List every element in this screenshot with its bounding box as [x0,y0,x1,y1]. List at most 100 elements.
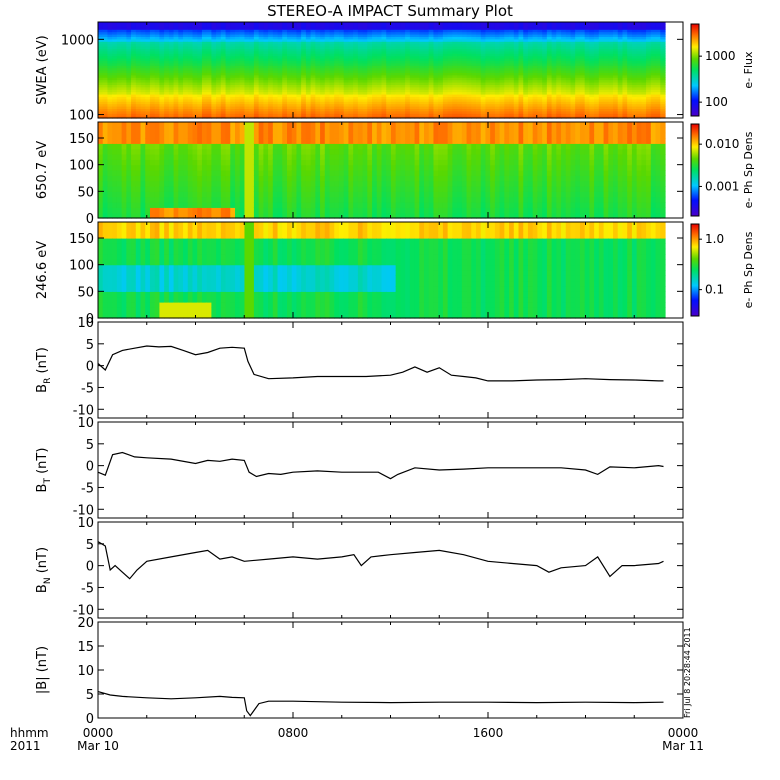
heatmap-cell [98,48,104,52]
heatmap-cell [518,55,524,59]
heatmap-cell [480,86,487,90]
heatmap-cell [504,110,510,114]
heatmap-cell [348,67,354,71]
heatmap-cell [338,94,345,97]
heatmap-cell [650,74,657,78]
heatmap-cell [140,86,146,90]
heatmap-cell [173,67,179,71]
heatmap-cell [192,24,198,28]
heatmap-cell [154,41,161,45]
heatmap-cell [126,186,132,192]
heatmap-cell [334,62,340,66]
heatmap-cell [102,164,109,171]
heatmap-cell [617,77,624,81]
heatmap-cell [485,43,491,47]
heatmap-cell [386,108,392,112]
heatmap-cell [220,50,227,54]
heatmap-cell [282,70,288,73]
heatmap-cell [183,22,189,25]
heatmap-cell [107,55,113,59]
heatmap-cell [277,108,283,112]
heatmap-cell [386,86,392,90]
heatmap-cell [225,89,231,93]
heatmap-cell [646,79,652,83]
heatmap-cell [428,72,435,76]
heatmap-cell [594,77,600,81]
heatmap-cell [551,31,557,35]
heatmap-cell [249,91,255,95]
heatmap-cell [334,24,340,28]
heatmap-cell [490,96,496,100]
heatmap-cell [291,108,298,112]
heatmap-cell [211,70,217,73]
heatmap-cell [424,62,430,66]
heatmap-cell [584,74,590,78]
heatmap-cell [310,41,316,45]
heatmap-cell [291,55,298,59]
heatmap-cell [272,79,279,83]
heatmap-cell [400,43,406,47]
heatmap-cell [334,38,340,42]
heatmap-cell [324,24,331,28]
heatmap-cell [372,86,378,90]
heatmap-cell [442,82,449,85]
heatmap-cell [343,43,350,47]
heatmap-cell [272,96,279,100]
heatmap-cell [428,77,435,81]
heatmap-cell [211,31,217,35]
heatmap-cell [197,22,203,25]
heatmap-cell [206,53,212,57]
heatmap-cell [324,60,331,64]
heatmap-cell [287,60,293,64]
heatmap-cell [457,113,463,117]
heatmap-cell [253,65,260,69]
heatmap-cell [598,67,605,71]
heatmap-cell [499,89,505,93]
heatmap-cell [116,180,123,187]
heatmap-cell [424,96,430,100]
heatmap-cell [494,89,501,93]
heatmap-cell [282,77,288,81]
heatmap-cell [641,50,647,54]
heatmap-cell [201,110,208,114]
heatmap-cell [457,94,463,97]
heatmap-cell [523,106,529,109]
heatmap-cell [164,110,170,114]
heatmap-cell [442,41,449,45]
heatmap-cell [178,79,184,83]
heatmap-cell [650,98,657,102]
heatmap-cell [145,48,151,52]
heatmap-cell [376,67,383,71]
heatmap-cell [655,74,661,78]
heatmap-cell [112,72,118,76]
heatmap-cell [320,24,326,28]
heatmap-cell [523,34,529,37]
heatmap-cell [400,98,406,102]
heatmap-cell [584,46,590,49]
heatmap-cell [197,86,203,90]
heatmap-cell [603,26,609,30]
heatmap-cell [603,43,609,47]
heatmap-cell [173,77,179,81]
heatmap-cell [603,38,609,42]
heatmap-cell [244,36,250,40]
heatmap-cell [102,48,109,52]
heatmap-cell [178,110,184,114]
heatmap-cell [220,43,227,47]
heatmap-cell [660,79,666,83]
heatmap-cell [575,103,581,107]
heatmap-cell [320,72,326,76]
heatmap-cell [197,72,203,76]
heatmap-cell [608,60,614,64]
heatmap-cell [235,62,241,66]
heatmap-cell [206,31,212,35]
heatmap-cell [452,113,458,117]
heatmap-cell [442,46,449,49]
heatmap-cell [395,82,401,85]
heatmap-cell [263,82,269,85]
heatmap-cell [348,62,354,66]
heatmap-cell [381,24,387,28]
heatmap-cell [405,101,411,105]
heatmap-cell [471,94,477,97]
heatmap-cell [197,115,203,119]
